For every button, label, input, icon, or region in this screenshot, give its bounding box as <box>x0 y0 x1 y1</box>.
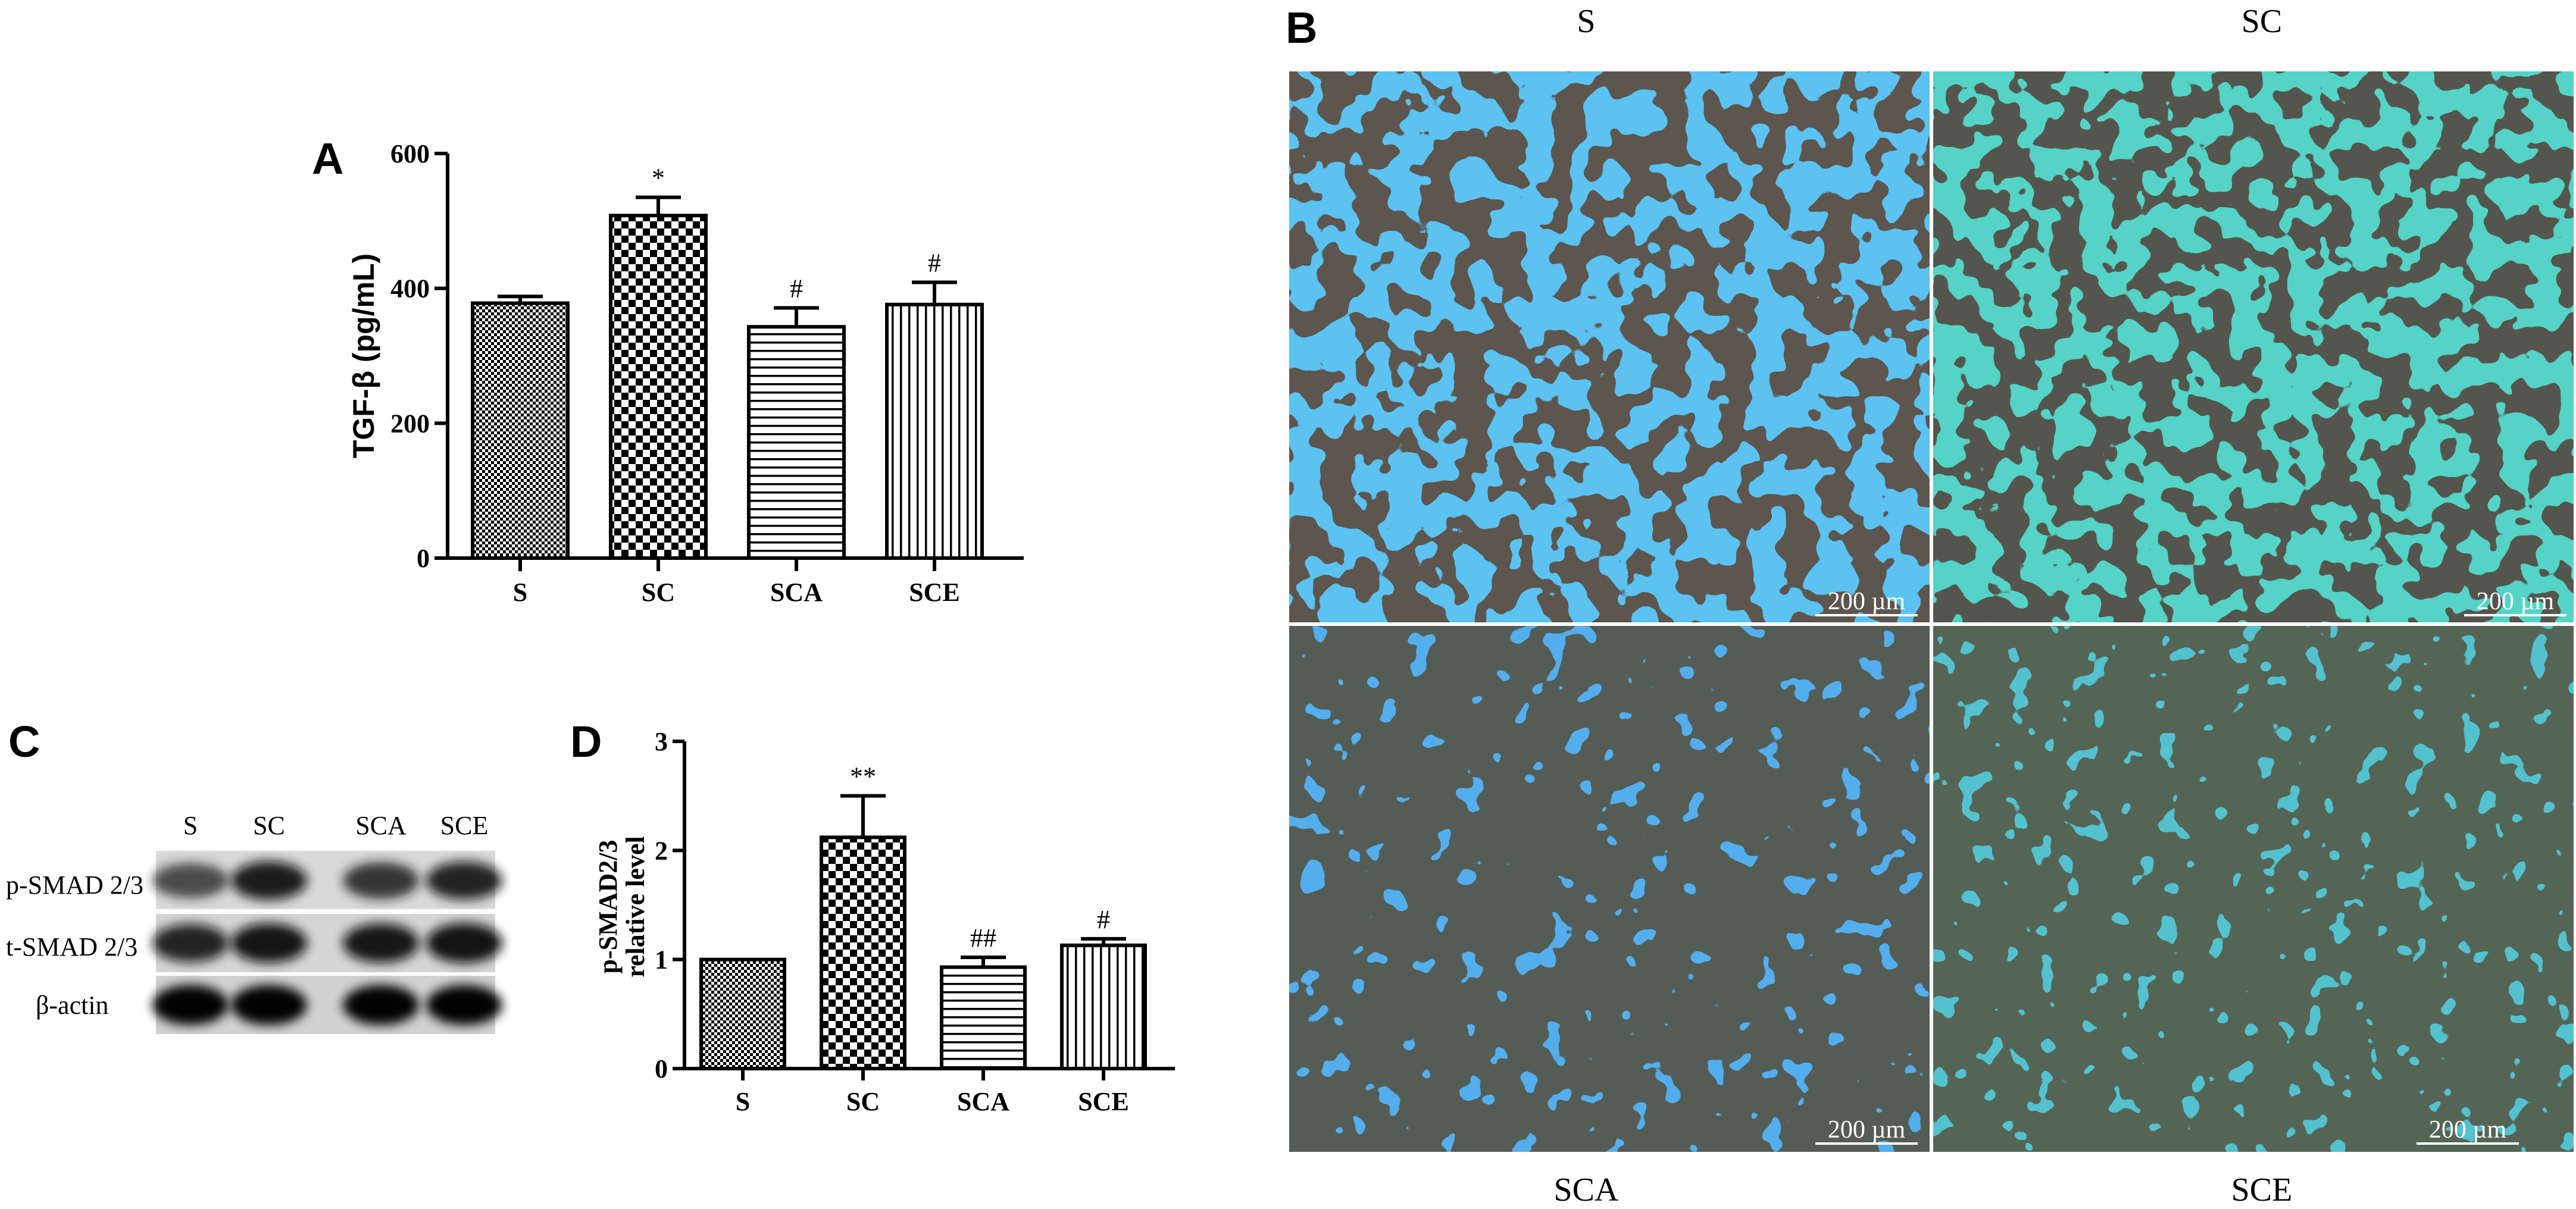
blot-band <box>152 863 229 898</box>
significance-marker: ## <box>970 923 996 953</box>
micrograph-label-s: S <box>1577 3 1595 40</box>
bar <box>1060 943 1147 1071</box>
blot-band <box>231 985 307 1025</box>
x-tick-label: S <box>513 578 527 607</box>
panel-letter-a: A <box>312 134 343 183</box>
bar <box>747 325 846 560</box>
x-tick-label: S <box>736 1087 750 1116</box>
scale-bar-label: 200 µm <box>2477 588 2555 615</box>
micrograph-label-sca: SCA <box>1554 1172 1619 1208</box>
blot-row-label: β-actin <box>36 991 109 1020</box>
significance-marker: * <box>652 164 665 193</box>
x-tick-label: SC <box>846 1087 880 1116</box>
scale-bar-label: 200 µm <box>1828 588 1906 615</box>
panel-letter-c: C <box>8 717 40 766</box>
scale-bar: 200 µm <box>2464 588 2566 616</box>
x-tick-label: SC <box>642 578 675 607</box>
blot-band <box>343 923 419 963</box>
blot-lane-label: SC <box>253 811 285 840</box>
panel-letter-d: D <box>570 717 602 766</box>
blot-band <box>426 923 502 963</box>
scale-bar: 200 µm <box>1815 1116 1918 1145</box>
blot-band <box>343 862 419 899</box>
blot-band <box>426 862 502 900</box>
significance-marker: # <box>790 274 803 303</box>
y-tick-label: 600 <box>390 139 430 168</box>
blot-band <box>152 985 229 1025</box>
blot-band <box>343 985 419 1025</box>
y-tick-label: 1 <box>655 945 668 975</box>
bar <box>699 957 786 1070</box>
scale-bar-label: 200 µm <box>2429 1116 2507 1144</box>
chart-a: 0 200 400 600 S SC * SCA # SCE # TGF-β (pg/mL) <box>347 139 1024 607</box>
western-blot: S SC SCA SCE p-SMAD 2/3 t-SMAD 2/3 β-act… <box>6 811 502 1034</box>
y-axis-label-line2: relative level <box>621 836 650 977</box>
significance-marker: ** <box>850 762 876 791</box>
x-tick-label: SCA <box>770 578 823 607</box>
y-tick-label: 400 <box>390 274 430 303</box>
significance-marker: # <box>1097 905 1110 934</box>
x-tick-label: SCE <box>1078 1087 1129 1116</box>
scale-bar-label: 200 µm <box>1828 1116 1906 1144</box>
y-tick-label: 2 <box>655 836 668 865</box>
micrograph-s <box>1289 71 1930 622</box>
x-tick-label: SCA <box>957 1087 1009 1116</box>
y-tick-label: 3 <box>655 727 668 756</box>
blot-band <box>152 924 229 962</box>
scale-bar: 200 µm <box>1815 588 1918 616</box>
micrograph-label-sc: SC <box>2242 3 2283 40</box>
blot-lane-label: SCA <box>355 811 407 840</box>
bar <box>885 302 984 560</box>
blot-band <box>426 985 502 1025</box>
blot-lane-label: SCE <box>440 811 489 840</box>
y-tick-label: 0 <box>655 1054 668 1083</box>
bar <box>609 214 708 560</box>
micrograph-panel: S SC SCA SCE 200 µm <box>1286 3 2576 1208</box>
micrograph-sc <box>1933 71 2574 622</box>
y-axis-label: TGF-β (pg/mL) <box>347 253 380 458</box>
micrograph-label-sce: SCE <box>2231 1172 2293 1208</box>
scale-bar: 200 µm <box>2416 1116 2519 1145</box>
micrograph-sce <box>1933 626 2574 1152</box>
blot-row-label: t-SMAD 2/3 <box>6 932 137 961</box>
bar <box>940 965 1027 1070</box>
blot-band <box>231 861 307 900</box>
significance-marker: # <box>928 248 941 277</box>
blot-lane-label: S <box>183 811 198 840</box>
panel-letter-b: B <box>1286 3 1317 52</box>
y-axis-label-line1: p-SMAD2/3 <box>593 840 623 974</box>
y-tick-label: 200 <box>390 409 430 438</box>
y-tick-label: 0 <box>417 544 430 573</box>
bar <box>471 301 570 560</box>
bar <box>820 835 906 1071</box>
blot-row-label: p-SMAD 2/3 <box>6 870 143 900</box>
blot-band <box>231 923 307 963</box>
x-tick-label: SCE <box>909 578 960 607</box>
micrograph-sca <box>1289 626 1930 1152</box>
